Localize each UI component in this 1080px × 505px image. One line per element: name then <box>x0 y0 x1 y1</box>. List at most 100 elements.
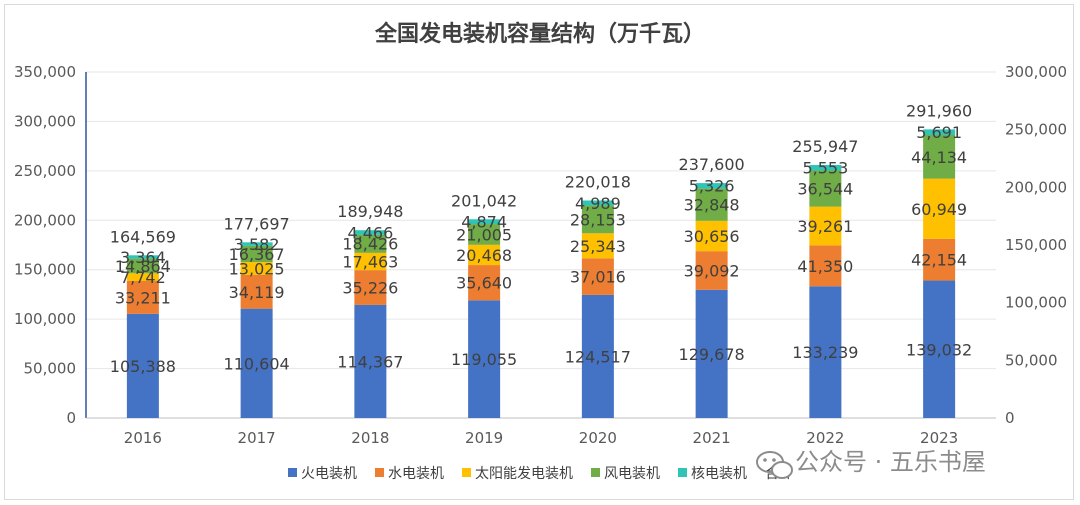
y-right-tick-label: 250,000 <box>1005 121 1067 139</box>
total-label: 201,042 <box>451 191 517 210</box>
data-label: 42,154 <box>911 251 967 270</box>
y-left-tick-label: 100,000 <box>14 310 76 328</box>
bar-segment <box>468 219 501 225</box>
data-label: 41,350 <box>797 257 853 276</box>
data-label: 25,343 <box>570 237 626 256</box>
y-right-tick-label: 50,000 <box>1005 351 1058 369</box>
data-label: 16,367 <box>229 245 285 264</box>
legend-entry: 火电装机 <box>301 466 357 482</box>
y-right-tick-label: 150,000 <box>1005 236 1067 254</box>
data-label: 35,226 <box>342 279 398 298</box>
data-label: 13,025 <box>229 259 285 278</box>
y-right-tick-label: 300,000 <box>1005 63 1067 81</box>
wechat-icon-eye <box>772 458 776 462</box>
bar-segment <box>126 313 159 418</box>
data-label: 4,466 <box>347 223 393 242</box>
bar-segment <box>354 230 387 235</box>
data-label: 133,239 <box>792 343 858 362</box>
bar-segment <box>923 129 956 136</box>
bars <box>126 129 956 418</box>
x-tick-label: 2018 <box>351 429 389 447</box>
bar-segment <box>695 188 728 221</box>
data-label: 32,848 <box>684 196 740 215</box>
watermark-text: 公众号 · 五乐书屋 <box>795 448 986 476</box>
axes: 0 50,000 100,000 150,000 200,000 250,000 300,0… <box>14 63 1067 447</box>
y-left-tick-label: 150,000 <box>14 261 76 279</box>
total-label: 177,697 <box>224 214 290 233</box>
total-label: 291,960 <box>906 101 972 120</box>
data-label: 124,517 <box>565 347 631 366</box>
y-left-tick-label: 50,000 <box>24 360 77 378</box>
chart-frame <box>4 4 1074 500</box>
bar-segment <box>695 251 728 290</box>
data-label: 39,261 <box>797 217 853 236</box>
bar-segment <box>695 183 728 189</box>
total-label: 255,947 <box>792 137 858 156</box>
bar-segment <box>126 255 159 259</box>
data-label: 3,364 <box>120 248 166 267</box>
bar-segment <box>354 234 387 253</box>
bar-segment <box>809 245 842 287</box>
bar-segment <box>468 265 501 301</box>
bar-segment <box>809 170 842 207</box>
bar-segment <box>240 274 273 309</box>
bar-segment <box>581 258 614 295</box>
x-tick-label: 2023 <box>920 429 958 447</box>
data-label: 60,949 <box>911 200 967 219</box>
data-label: 34,119 <box>229 283 285 302</box>
total-label: 220,018 <box>565 172 631 191</box>
y-left-tick-label: 200,000 <box>14 211 76 229</box>
data-label: 39,092 <box>684 261 740 280</box>
legend-entry: 水电装机 <box>388 466 444 482</box>
y-right-tick-label: 100,000 <box>1005 294 1067 312</box>
bar-segment <box>126 258 159 274</box>
watermark: 公众号 · 五乐书屋 <box>756 448 986 479</box>
x-tick-label: 2019 <box>465 429 503 447</box>
bar-segment <box>354 304 387 418</box>
bar-segment <box>126 280 159 314</box>
x-tick-label: 2021 <box>693 429 731 447</box>
bar-segment <box>581 294 614 418</box>
y-left-tick-label: 350,000 <box>14 63 76 81</box>
data-label: 33,211 <box>115 288 171 307</box>
bar-segment <box>240 262 273 275</box>
legend: 火电装机水电装机太阳能发电装机风电装机核电装机合计 <box>288 466 793 482</box>
data-label: 20,468 <box>456 246 512 265</box>
bar-segment <box>581 200 614 206</box>
bar-segment <box>581 205 614 234</box>
total-label: 189,948 <box>337 202 403 221</box>
legend-swatch <box>462 468 471 477</box>
bar-segment <box>809 286 842 418</box>
legend-swatch <box>678 468 687 477</box>
total-label: 164,569 <box>110 227 176 246</box>
legend-entry: 太阳能发电装机 <box>475 466 573 482</box>
y-right-tick-label: 200,000 <box>1005 178 1067 196</box>
x-tick-label: 2022 <box>806 429 844 447</box>
data-label: 28,153 <box>570 210 626 229</box>
bar-segment <box>468 224 501 245</box>
data-label: 119,055 <box>451 350 517 369</box>
legend-entry: 风电装机 <box>604 466 660 482</box>
wechat-icon-bubble <box>771 461 793 479</box>
x-tick-label: 2017 <box>238 429 276 447</box>
data-label: 18,426 <box>342 235 398 254</box>
bar-segment <box>923 135 956 179</box>
x-tick-label: 2020 <box>579 429 617 447</box>
data-label: 14,864 <box>115 257 171 276</box>
y-right-tick-label: 0 <box>1005 409 1015 427</box>
data-label: 7,742 <box>120 268 166 287</box>
wechat-icon <box>756 451 793 479</box>
y-left-tick-label: 300,000 <box>14 112 76 130</box>
data-label: 5,691 <box>916 123 962 142</box>
data-label: 44,134 <box>911 148 967 167</box>
data-label: 4,874 <box>461 213 507 232</box>
bar-segment <box>354 270 387 305</box>
data-label: 37,016 <box>570 268 626 287</box>
data-label: 5,326 <box>689 177 735 196</box>
x-tick-label: 2016 <box>124 429 162 447</box>
bar-segment <box>809 206 842 246</box>
bar-segment <box>695 289 728 418</box>
legend-swatch <box>288 468 297 477</box>
